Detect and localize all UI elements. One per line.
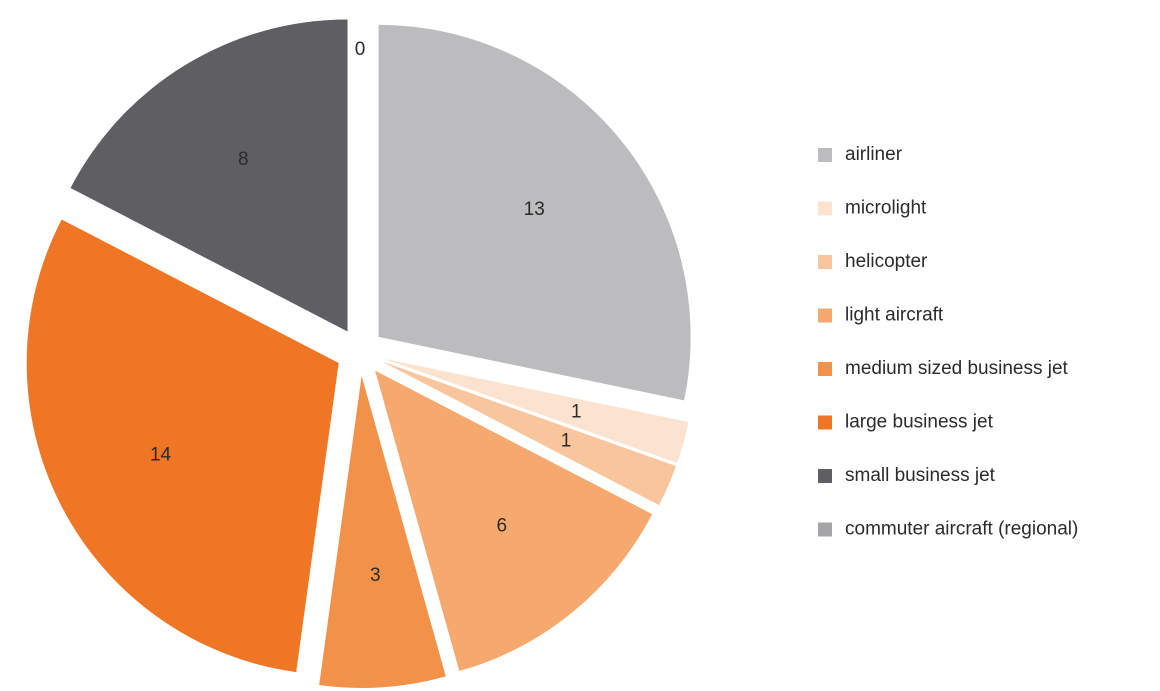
legend-swatch (818, 201, 832, 216)
legend-swatch (818, 415, 832, 430)
legend-label: commuter aircraft (regional) (845, 519, 1078, 540)
data-label: 1 (571, 402, 582, 423)
pie-slice (26, 219, 339, 673)
legend-label: medium sized business jet (845, 358, 1069, 379)
legend-label: small business jet (845, 465, 996, 486)
pie-slice (70, 19, 348, 332)
legend-swatch (818, 255, 832, 269)
legend-label: light aircraft (845, 305, 944, 326)
pie-slice (378, 24, 691, 401)
data-label: 0 (355, 39, 366, 60)
pie-slice (382, 361, 676, 506)
legend-label: large business jet (845, 412, 994, 433)
legend-swatch (818, 362, 832, 376)
legend-swatch (818, 148, 832, 162)
pie-slice (383, 358, 689, 463)
data-label: 1 (561, 431, 572, 452)
legend-label: airliner (845, 144, 903, 165)
legend-label: microlight (845, 198, 927, 219)
data-label: 8 (238, 149, 249, 170)
data-label: 14 (150, 444, 172, 465)
legend-swatch (818, 469, 832, 483)
legend-swatch (818, 522, 832, 537)
data-label: 6 (496, 515, 507, 536)
legend-label: helicopter (845, 251, 928, 272)
legend-swatch (818, 308, 832, 323)
pie-slice (375, 370, 653, 672)
data-label: 13 (524, 199, 545, 220)
data-label: 3 (370, 565, 381, 586)
pie-slice (319, 375, 446, 688)
